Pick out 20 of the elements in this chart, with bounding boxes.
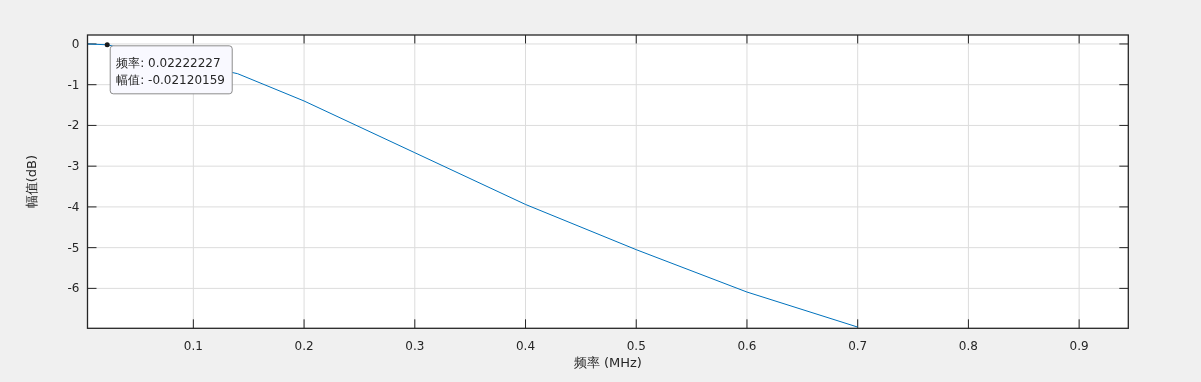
y-tick-label: -1 bbox=[67, 77, 80, 92]
y-tick-label: 0 bbox=[71, 36, 80, 51]
x-tick-label: 0.2 bbox=[294, 339, 314, 354]
y-tick-label: -2 bbox=[67, 118, 80, 133]
x-tick-label: 0.5 bbox=[626, 339, 646, 354]
x-tick-label: 0.7 bbox=[848, 339, 868, 354]
annotation: 频率: 0.02222227 bbox=[116, 55, 221, 70]
x-tick-label: 0.9 bbox=[1069, 339, 1089, 354]
y-tick-label: -4 bbox=[67, 199, 80, 214]
x-axis-title: 频率 (MHz) bbox=[573, 355, 642, 371]
x-tick-label: 0.6 bbox=[737, 339, 757, 354]
x-tick-label: 0.3 bbox=[405, 339, 425, 354]
y-tick-label: -5 bbox=[67, 240, 80, 255]
y-axis-title: 幅值(dB) bbox=[24, 154, 39, 209]
x-tick-label: 0.4 bbox=[515, 339, 536, 354]
x-tick-label: 0.1 bbox=[183, 339, 203, 354]
annotation: 幅值: -0.02120159 bbox=[116, 72, 225, 87]
y-tick-label: -6 bbox=[67, 281, 80, 296]
x-tick-label: 0.8 bbox=[958, 339, 978, 354]
y-tick-label: -3 bbox=[67, 159, 80, 174]
